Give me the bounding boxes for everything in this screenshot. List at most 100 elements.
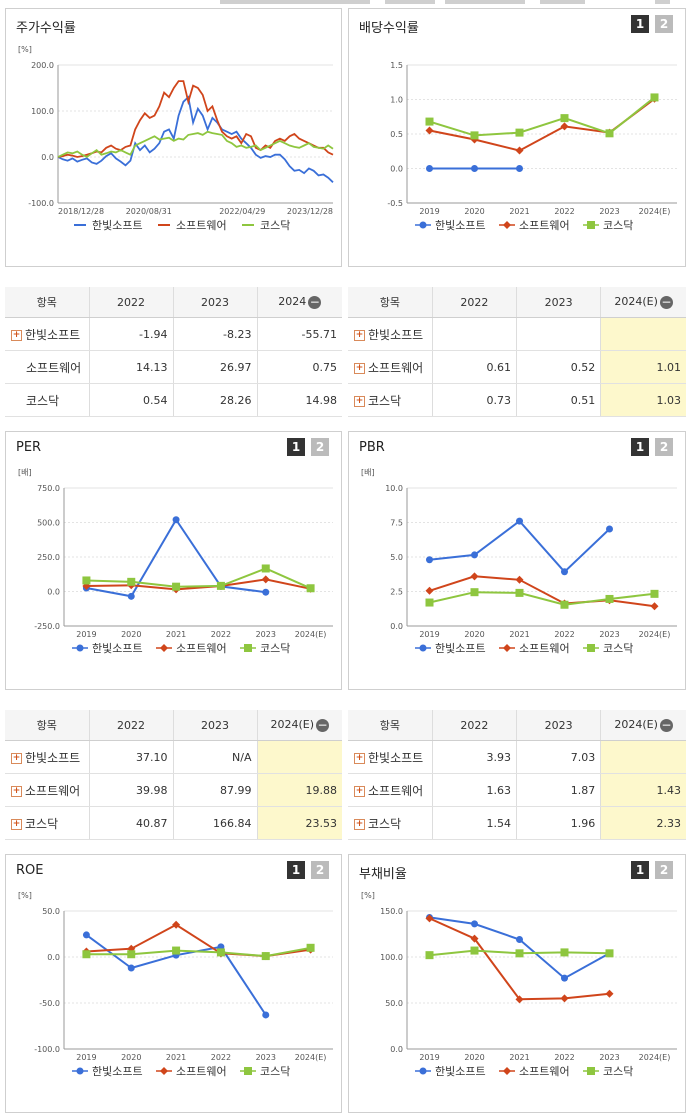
value-cell: 87.99 bbox=[173, 773, 258, 807]
value-cell bbox=[600, 740, 686, 774]
x-tick-label: 2021 bbox=[166, 630, 186, 639]
collapse-icon[interactable]: − bbox=[308, 294, 322, 309]
roe-panel: ROE 1 2 [%] 50.0 0.0 -50.0 -100.0 2019 2020 2021 20… bbox=[5, 854, 342, 1113]
expand-plus-icon[interactable]: + bbox=[354, 785, 365, 797]
marker-코스닥 bbox=[244, 644, 252, 652]
expand-plus-icon[interactable]: + bbox=[354, 329, 365, 341]
marker-코스닥 bbox=[244, 1067, 252, 1075]
column-header-label: 2023 bbox=[201, 718, 229, 732]
row-name: 소프트웨어 bbox=[26, 360, 82, 375]
dividend-chart: 1.5 1.0 0.5 0.0 -0.5 2019 2020 2021 2022 2023 2024… bbox=[387, 61, 677, 232]
marker-소프트웨어 bbox=[425, 914, 434, 923]
x-tick-label: 2023/12/28 bbox=[287, 207, 333, 216]
series-line bbox=[429, 96, 656, 137]
legend-label: 한빛소프트 bbox=[435, 219, 486, 232]
marker-코스닥 bbox=[470, 588, 479, 597]
series-line bbox=[429, 917, 610, 1001]
value-cell: N/A bbox=[173, 740, 258, 774]
legend: 한빛소프트 소프트웨어 코스닥 bbox=[72, 1065, 290, 1078]
legend-label: 소프트웨어 bbox=[176, 642, 227, 655]
y-tick-label: 100.0 bbox=[380, 953, 403, 962]
y-tick-label: 50.0 bbox=[42, 907, 60, 916]
page-1-button[interactable]: 1 bbox=[287, 861, 305, 879]
marker-코스닥 bbox=[515, 588, 524, 597]
marker-소프트웨어 bbox=[172, 920, 181, 929]
column-header-label: 항목 bbox=[379, 296, 400, 309]
legend-label: 소프트웨어 bbox=[519, 219, 570, 232]
column-header: 항목 bbox=[5, 710, 90, 741]
expand-plus-icon[interactable]: + bbox=[354, 818, 365, 830]
marker-소프트웨어 bbox=[503, 644, 511, 652]
roe-chart: [%] 50.0 0.0 -50.0 -100.0 2019 2020 2021 2022 202… bbox=[18, 891, 333, 1078]
row-name-cell: + 코스닥 bbox=[5, 806, 90, 840]
y-tick-label: -0.5 bbox=[387, 199, 403, 208]
expand-plus-icon[interactable]: + bbox=[11, 818, 22, 830]
row-name: 한빛소프트 bbox=[368, 327, 424, 342]
value-cell: 23.53 bbox=[257, 806, 342, 840]
expand-plus-icon[interactable]: + bbox=[11, 752, 22, 764]
top-tab-strip bbox=[215, 0, 675, 4]
y-tick-label: -250.0 bbox=[34, 622, 60, 631]
x-tick-label: 2019 bbox=[419, 630, 439, 639]
marker-소프트웨어 bbox=[515, 146, 524, 155]
collapse-icon[interactable]: − bbox=[316, 717, 330, 732]
table-row: + 한빛소프트 -1.94 -8.23 -55.71 bbox=[5, 317, 342, 351]
page-2-button[interactable]: 2 bbox=[655, 861, 673, 879]
per-table: 항목 2022 2023 2024(E) − + 한빛소프트 37.10 N/A + 소프트웨어 39… bbox=[5, 710, 342, 840]
marker-소프트웨어 bbox=[560, 994, 569, 1003]
y-tick-label: 750.0 bbox=[37, 484, 60, 493]
row-name-cell: + 소프트웨어 bbox=[5, 773, 90, 807]
series-한빛소프트 bbox=[426, 165, 523, 172]
value-cell: -8.23 bbox=[173, 317, 258, 351]
page-2-button[interactable]: 2 bbox=[311, 438, 329, 456]
page-1-button[interactable]: 1 bbox=[287, 438, 305, 456]
expand-plus-icon[interactable]: + bbox=[11, 329, 22, 341]
expand-plus-icon[interactable]: + bbox=[354, 752, 365, 764]
series-line bbox=[429, 575, 655, 608]
unit-label: [%] bbox=[18, 891, 32, 900]
x-tick-label: 2024(E) bbox=[639, 630, 671, 639]
expand-plus-icon[interactable]: + bbox=[354, 362, 365, 374]
page-1-button[interactable]: 1 bbox=[631, 438, 649, 456]
table-header-row: 항목 2022 2023 2024(E) − bbox=[348, 710, 686, 741]
legend-label: 코스닥 bbox=[260, 219, 290, 232]
page-2-button[interactable]: 2 bbox=[655, 15, 673, 33]
marker-코스닥 bbox=[470, 946, 479, 955]
expand-plus-icon[interactable]: + bbox=[11, 785, 22, 797]
panel-title: PBR bbox=[359, 440, 385, 455]
legend-label: 코스닥 bbox=[260, 1065, 290, 1078]
row-name-cell: + 코스닥 bbox=[348, 383, 433, 417]
value-cell: 0.52 bbox=[516, 350, 602, 384]
column-header: 2023 bbox=[516, 710, 602, 741]
value-cell: -55.71 bbox=[257, 317, 342, 351]
page-1-button[interactable]: 1 bbox=[631, 15, 649, 33]
page-2-button[interactable]: 2 bbox=[311, 861, 329, 879]
x-tick-label: 2019 bbox=[419, 1053, 439, 1062]
value-cell: 0.61 bbox=[432, 350, 517, 384]
x-tick-label: 2019 bbox=[76, 1053, 96, 1062]
marker-한빛소프트 bbox=[419, 644, 427, 652]
row-name: 한빛소프트 bbox=[25, 327, 81, 342]
y-tick-label: 250.0 bbox=[37, 553, 60, 562]
table-row: + 소프트웨어 39.98 87.99 19.88 bbox=[5, 773, 342, 807]
value-cell: 28.26 bbox=[173, 383, 258, 417]
x-tick-label: 2023 bbox=[599, 1053, 619, 1062]
series-line-코스닥 bbox=[57, 130, 334, 159]
row-name: 코스닥 bbox=[368, 393, 402, 408]
row-name-cell: + 한빛소프트 bbox=[5, 317, 90, 351]
page-2-button[interactable]: 2 bbox=[655, 438, 673, 456]
x-tick-label: 2022 bbox=[211, 1053, 231, 1062]
collapse-icon[interactable]: − bbox=[659, 294, 673, 309]
table-row: 소프트웨어 14.13 26.97 0.75 bbox=[5, 350, 342, 384]
column-header-label: 2024 bbox=[278, 295, 307, 309]
value-cell bbox=[432, 317, 517, 351]
expand-plus-icon[interactable]: + bbox=[354, 395, 365, 407]
marker-한빛소프트 bbox=[127, 964, 135, 972]
page-1-button[interactable]: 1 bbox=[631, 861, 649, 879]
series-line bbox=[429, 591, 655, 606]
collapse-icon[interactable]: − bbox=[659, 717, 673, 732]
marker-한빛소프트 bbox=[76, 644, 84, 652]
legend-label: 한빛소프트 bbox=[92, 1065, 143, 1078]
